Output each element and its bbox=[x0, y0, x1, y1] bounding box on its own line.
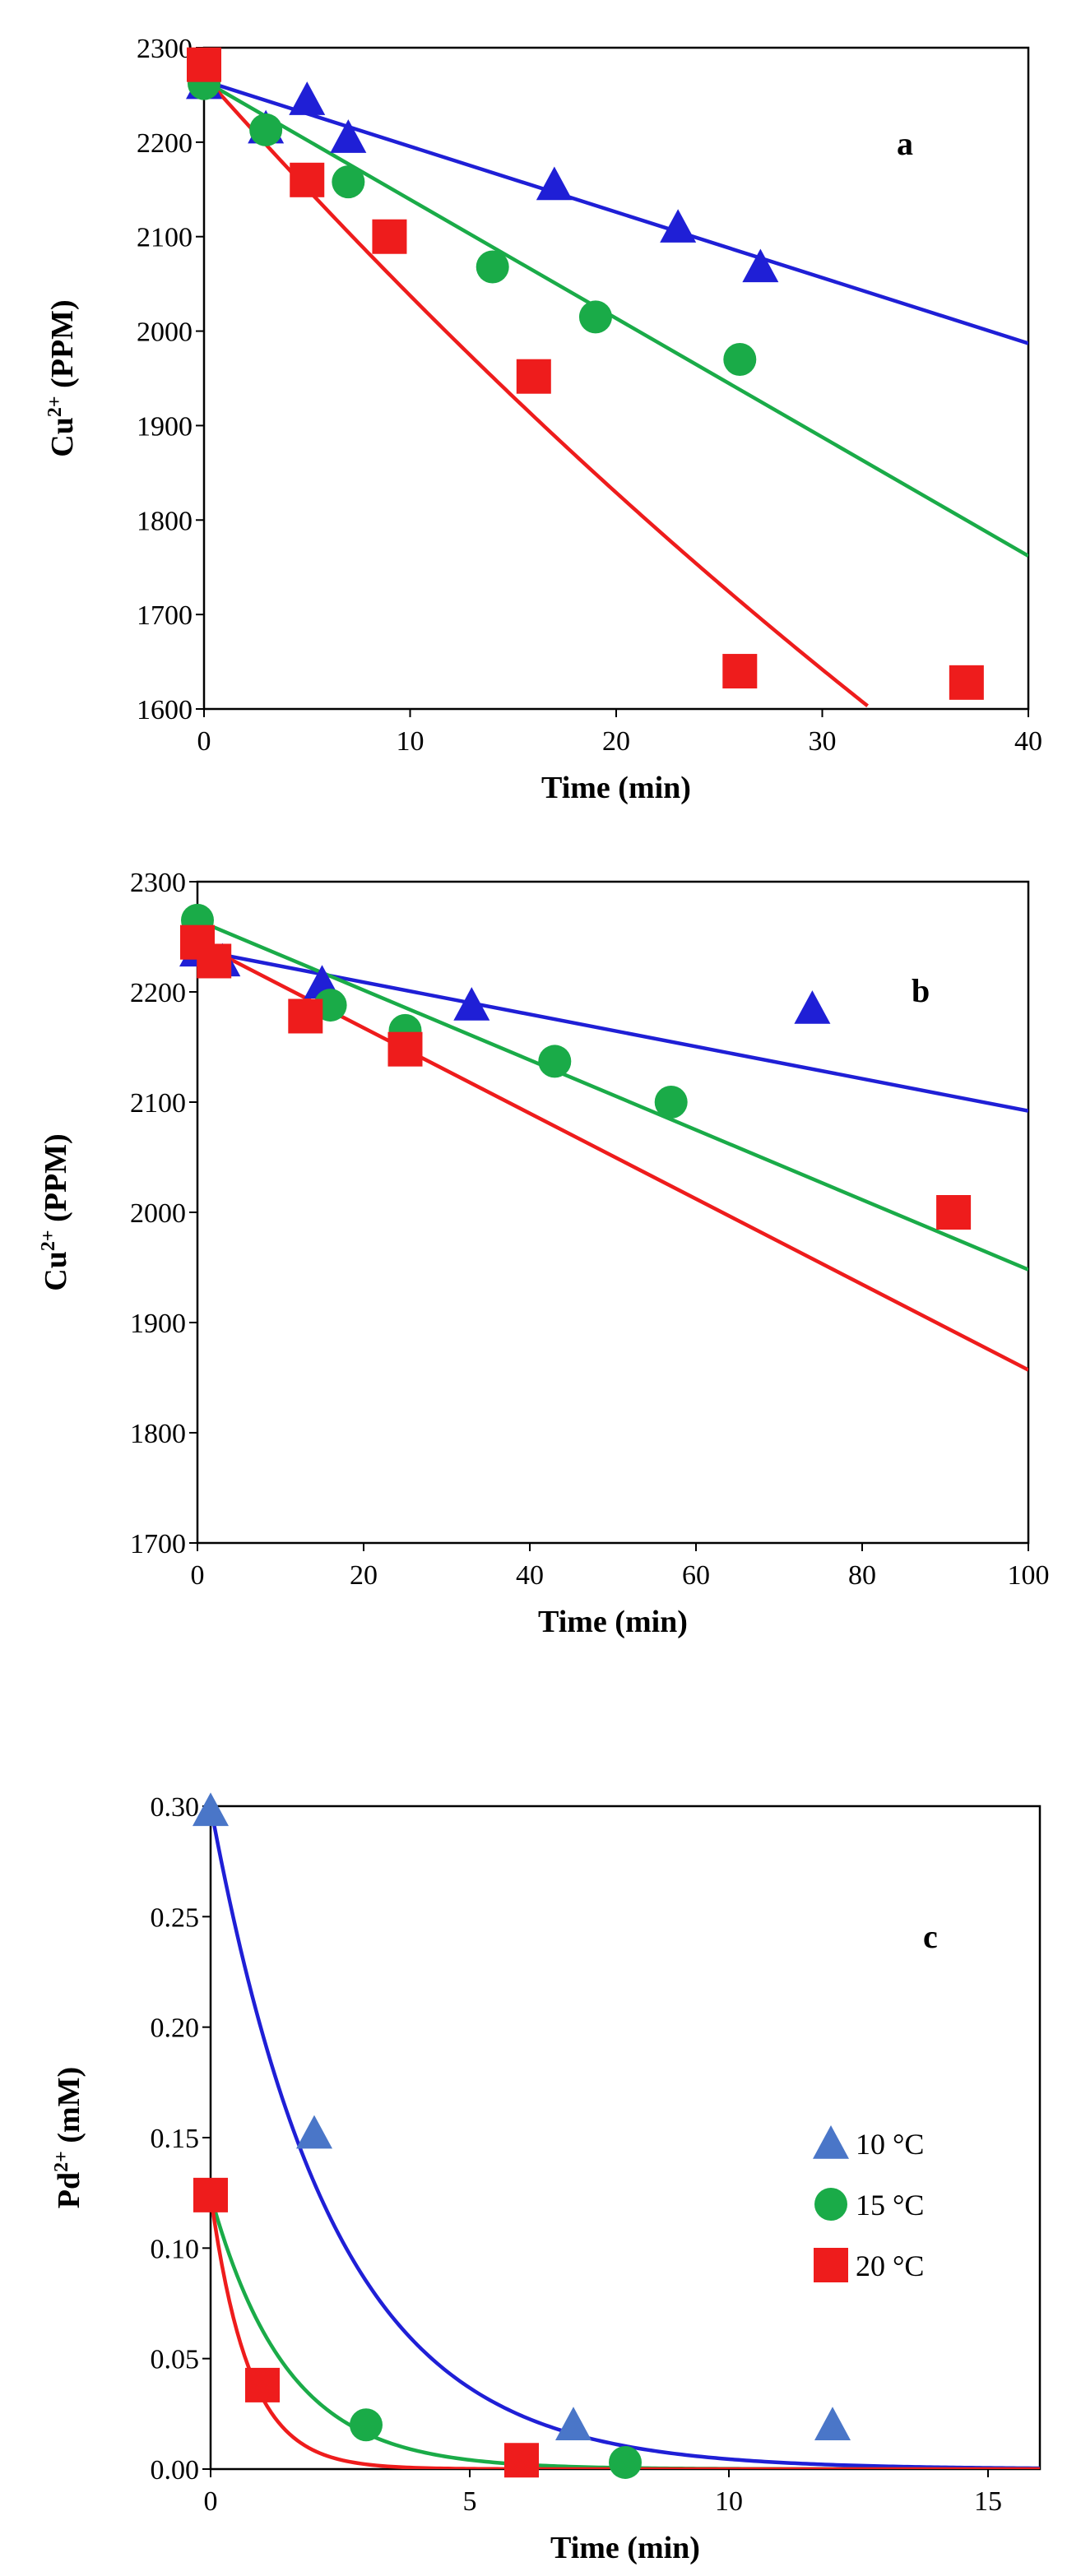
y-tick-label: 0.10 bbox=[151, 2234, 200, 2264]
panel-c-chart: 0.00 0.05 0.10 0.15 0.20 0.25 0.30 0 5 10 15 Time (… bbox=[51, 1792, 1042, 2565]
legend-marker bbox=[814, 2248, 848, 2282]
y-tick-label: 0.25 bbox=[151, 1902, 200, 1933]
x-axis-label: Time (min) bbox=[550, 2531, 700, 2565]
data-point-circle bbox=[476, 250, 509, 284]
data-point-circle bbox=[578, 300, 612, 334]
data-point-circle bbox=[249, 113, 283, 146]
data-point-circle bbox=[350, 2408, 383, 2442]
y-tick-label: 2000 bbox=[137, 317, 193, 348]
x-axis-label: Time (min) bbox=[541, 771, 691, 805]
data-point-square bbox=[187, 47, 221, 82]
data-point-triangle bbox=[555, 2407, 592, 2440]
y-tick-label: 2200 bbox=[130, 978, 186, 1008]
data-point-circle bbox=[654, 1086, 688, 1119]
y-tick-label: 2300 bbox=[130, 868, 186, 898]
x-tick-label: 5 bbox=[463, 2486, 477, 2517]
legend-marker bbox=[814, 2188, 847, 2221]
y-tick-label: 1700 bbox=[137, 600, 193, 631]
data-point-triangle bbox=[660, 209, 697, 243]
fit-lines bbox=[204, 74, 1028, 708]
fit-line-15 °C bbox=[197, 918, 1028, 1272]
x-tick-label: 10 bbox=[397, 726, 425, 757]
data-point-square bbox=[936, 1195, 972, 1230]
legend: 10 °C 15 °C 20 °C bbox=[813, 2125, 924, 2282]
x-axis-label: Time (min) bbox=[538, 1605, 688, 1639]
data-point-square bbox=[504, 2443, 539, 2478]
fit-curve-20 °C bbox=[211, 2194, 1040, 2469]
data-point-square bbox=[949, 665, 984, 700]
x-tick-label: 40 bbox=[1014, 726, 1042, 757]
x-tick-label: 30 bbox=[809, 726, 837, 757]
data-point-triangle bbox=[742, 248, 779, 283]
data-point-square bbox=[387, 1031, 423, 1067]
legend-label: 15 °C bbox=[856, 2189, 924, 2222]
panel-letter: b bbox=[912, 972, 930, 1009]
y-tick-label: 1900 bbox=[130, 1309, 186, 1339]
data-point-square bbox=[197, 943, 232, 979]
x-tick-label: 100 bbox=[1008, 1560, 1050, 1591]
y-axis-label: Cu2+ (PPM) bbox=[38, 1133, 73, 1290]
x-tick-label: 60 bbox=[682, 1560, 710, 1591]
data-point-triangle bbox=[814, 2407, 851, 2440]
panel-b-chart: 1700 1800 1900 2000 2100 2200 2300 0 20 40 60 80 100… bbox=[38, 868, 1050, 1639]
y-tick-label: 2100 bbox=[130, 1088, 186, 1119]
x-tick-label: 20 bbox=[350, 1560, 378, 1591]
x-tick-label: 15 bbox=[974, 2486, 1002, 2517]
data-point-square bbox=[193, 2177, 228, 2212]
y-tick-label: 0.20 bbox=[151, 2013, 200, 2044]
data-point-triangle bbox=[794, 990, 831, 1024]
fit-line-15 °C bbox=[204, 79, 1028, 558]
y-tick-label: 0.05 bbox=[151, 2345, 200, 2375]
y-tick-label: 1600 bbox=[137, 695, 193, 725]
x-tick-label: 0 bbox=[204, 2486, 218, 2517]
legend-label: 10 °C bbox=[856, 2128, 924, 2161]
fit-curve-15 °C bbox=[211, 2194, 1040, 2469]
y-tick-label: 0.30 bbox=[151, 1792, 200, 1823]
x-tick-label: 0 bbox=[197, 726, 211, 757]
data-point-triangle bbox=[289, 81, 326, 115]
y-tick-label: 0.15 bbox=[151, 2124, 200, 2154]
data-point-circle bbox=[723, 343, 757, 377]
y-tick-label: 1700 bbox=[130, 1529, 186, 1559]
x-tick-label: 80 bbox=[848, 1560, 876, 1591]
y-tick-label: 2300 bbox=[137, 34, 193, 64]
data-point-triangle bbox=[193, 1792, 229, 1827]
y-tick-label: 1800 bbox=[130, 1419, 186, 1449]
x-tick-label: 0 bbox=[191, 1560, 205, 1591]
y-tick-label: 2100 bbox=[137, 223, 193, 253]
data-point-triangle bbox=[453, 987, 490, 1021]
panel-a-chart: 1600 1700 1800 1900 2000 2100 2200 2300 0 10 20 30 4… bbox=[44, 34, 1042, 805]
data-point-square bbox=[288, 998, 323, 1034]
panel-letter: a bbox=[897, 125, 913, 162]
data-point-circle bbox=[538, 1045, 572, 1078]
y-axis-label: Pd2+ (mM) bbox=[51, 2067, 86, 2208]
data-point-circle bbox=[609, 2445, 642, 2479]
x-tick-label: 10 bbox=[715, 2486, 743, 2517]
x-tick-label: 20 bbox=[602, 726, 630, 757]
data-point-triangle bbox=[536, 166, 573, 201]
data-point-square bbox=[290, 162, 325, 197]
y-tick-label: 0.00 bbox=[151, 2455, 200, 2486]
y-tick-label: 2000 bbox=[130, 1198, 186, 1229]
y-axis-label: Cu2+ (PPM) bbox=[44, 299, 80, 456]
legend-marker bbox=[813, 2125, 849, 2159]
legend-label: 20 °C bbox=[856, 2249, 924, 2282]
y-tick-label: 1800 bbox=[137, 506, 193, 536]
y-tick-label: 1900 bbox=[137, 411, 193, 442]
data-point-square bbox=[516, 359, 551, 394]
data-point-square bbox=[722, 654, 758, 689]
y-tick-label: 2200 bbox=[137, 128, 193, 159]
data-point-circle bbox=[332, 165, 365, 199]
data-point-square bbox=[245, 2367, 280, 2402]
x-tick-label: 40 bbox=[516, 1560, 544, 1591]
data-point-triangle bbox=[330, 119, 367, 153]
panel-letter: c bbox=[923, 1918, 938, 1955]
data-point-triangle bbox=[296, 2115, 332, 2149]
data-point-square bbox=[372, 219, 407, 254]
fit-line-10 °C bbox=[204, 79, 1028, 345]
